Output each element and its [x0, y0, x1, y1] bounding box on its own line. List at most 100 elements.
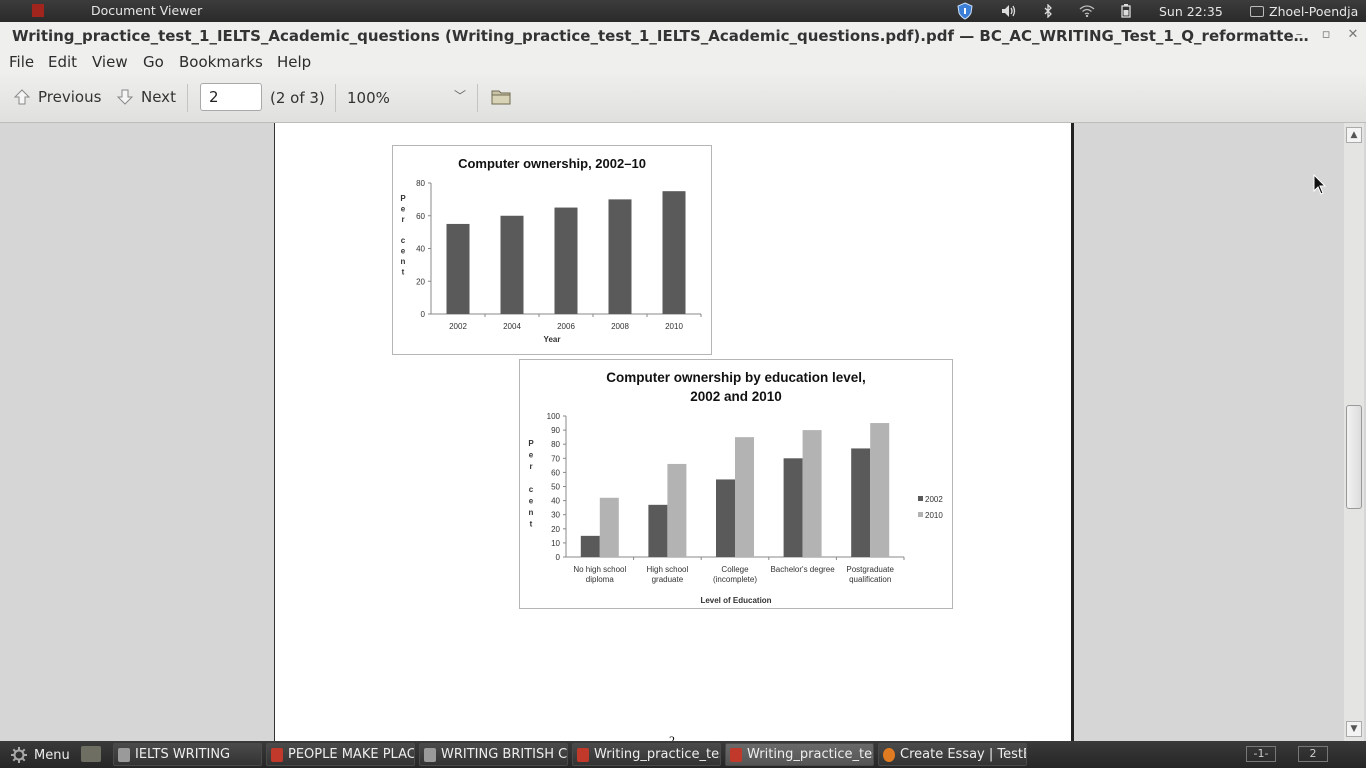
start-menu-label: Menu	[34, 747, 70, 763]
y-tick-label: 50	[551, 483, 560, 492]
window-title-bar[interactable]: Writing_practice_test_1_IELTS_Academic_q…	[0, 22, 1366, 50]
task-create-essay[interactable]: Create Essay | TestB...	[878, 743, 1027, 766]
bar	[554, 207, 578, 314]
start-menu-button[interactable]: Menu	[10, 746, 70, 764]
volume-icon[interactable]	[1000, 3, 1018, 19]
chart2-xlabel: Level of Education	[700, 596, 771, 605]
bar-chart-1: Computer ownership, 2002–10 Year Percent…	[400, 156, 702, 344]
chart2-legend: 2002 2010	[918, 495, 943, 520]
x-tick-label: No high school	[573, 565, 626, 574]
close-button[interactable]: ✕	[1347, 27, 1359, 42]
user-name[interactable]: Zhoel-Poendja	[1269, 4, 1359, 19]
ylabel-letter: e	[529, 451, 534, 460]
battery-icon[interactable]	[1118, 3, 1134, 19]
chat-icon	[1250, 6, 1264, 17]
task-writing-practice-2[interactable]: Writing_practice_test...	[725, 743, 874, 766]
task-ielts-writing[interactable]: IELTS WRITING	[113, 743, 262, 766]
wifi-icon[interactable]	[1078, 3, 1096, 19]
bluetooth-icon[interactable]	[1040, 3, 1056, 19]
toolbar-separator	[335, 84, 336, 112]
file-manager-icon[interactable]	[81, 746, 101, 762]
folder-icon	[491, 90, 511, 105]
x-tick-label: 2002	[449, 322, 467, 331]
task-label: Create Essay | TestB...	[900, 747, 1026, 762]
legend-label: 2002	[925, 495, 943, 504]
x-tick-label: diploma	[586, 575, 615, 584]
chart2-title-line2: 2002 and 2010	[690, 389, 782, 404]
page-number-input[interactable]	[200, 83, 262, 111]
x-tick-label: High school	[646, 565, 688, 574]
menu-file[interactable]: File	[9, 53, 35, 71]
firefox-icon	[883, 747, 895, 762]
y-tick-label: 0	[421, 310, 426, 319]
page-number: 2	[669, 733, 675, 741]
menu-go[interactable]: Go	[143, 53, 164, 71]
x-tick-label: qualification	[849, 575, 891, 584]
ylabel-letter: t	[402, 268, 405, 277]
chart1-xlabel: Year	[544, 335, 561, 344]
shield-icon[interactable]	[955, 2, 975, 20]
app-menu-icon[interactable]	[32, 4, 44, 17]
ylabel-letter: r	[529, 462, 532, 471]
scrollbar-thumb[interactable]	[1346, 405, 1362, 509]
x-tick-label: Postgraduate	[846, 565, 894, 574]
chart-ownership-by-education: Computer ownership by education level, 2…	[519, 359, 953, 609]
vertical-scrollbar[interactable]: ▲ ▼	[1344, 123, 1364, 741]
bar-chart-2: Computer ownership by education level, 2…	[528, 370, 943, 605]
workspace-1[interactable]: -1-	[1246, 746, 1276, 762]
minimize-button[interactable]: –	[1295, 27, 1303, 42]
y-tick-label: 20	[416, 277, 425, 286]
sidebar-toggle-button[interactable]	[491, 88, 511, 106]
x-tick-label: Bachelor's degree	[770, 565, 835, 574]
task-label: Writing_practice_test...	[594, 747, 720, 762]
scroll-up-button[interactable]: ▲	[1346, 127, 1362, 143]
x-tick-label: (incomplete)	[713, 575, 757, 584]
x-tick-label: 2008	[611, 322, 629, 331]
zoom-select[interactable]: 100% ﹀	[341, 83, 471, 111]
ylabel-letter: e	[529, 497, 534, 506]
bar-2002	[648, 504, 668, 557]
ylabel-letter: c	[401, 236, 406, 245]
next-button[interactable]: Next	[115, 87, 176, 107]
ylabel-letter: P	[528, 439, 534, 448]
y-tick-label: 60	[551, 468, 560, 477]
y-tick-label: 10	[551, 539, 560, 548]
x-tick-label: 2010	[665, 322, 683, 331]
menu-bookmarks[interactable]: Bookmarks	[179, 53, 263, 71]
y-tick-label: 20	[551, 525, 560, 534]
y-tick-label: 0	[556, 553, 561, 562]
toolbar-separator	[187, 84, 188, 112]
y-tick-label: 90	[551, 426, 560, 435]
bar-2002	[851, 448, 871, 557]
menu-help[interactable]: Help	[277, 53, 312, 71]
document-icon	[118, 747, 130, 762]
mouse-cursor-icon	[1313, 174, 1327, 195]
task-people-make-places[interactable]: PEOPLE MAKE PLAC...	[266, 743, 415, 766]
task-writing-british[interactable]: WRITING BRITISH C...	[419, 743, 568, 766]
task-writing-practice-1[interactable]: Writing_practice_test...	[572, 743, 721, 766]
scroll-down-button[interactable]: ▼	[1346, 721, 1362, 737]
x-tick-label: College	[721, 565, 749, 574]
clock[interactable]: Sun 22:35	[1159, 4, 1223, 19]
bar-2010	[599, 497, 619, 557]
workspace-2[interactable]: 2	[1298, 746, 1328, 762]
y-tick-label: 60	[416, 212, 425, 221]
previous-button[interactable]: Previous	[12, 87, 101, 107]
arrow-down-icon	[116, 89, 134, 105]
menu-edit[interactable]: Edit	[48, 53, 78, 71]
maximize-button[interactable]: ▫	[1321, 27, 1331, 42]
ylabel-letter: t	[530, 520, 533, 529]
x-tick-label: 2006	[557, 322, 575, 331]
task-label: WRITING BRITISH C...	[441, 747, 568, 762]
y-tick-label: 80	[551, 440, 560, 449]
zoom-value: 100%	[347, 89, 390, 107]
ylabel-letter: P	[400, 194, 406, 203]
toolbar-separator	[477, 84, 478, 112]
y-tick-label: 100	[547, 412, 561, 421]
menu-view[interactable]: View	[92, 53, 128, 71]
